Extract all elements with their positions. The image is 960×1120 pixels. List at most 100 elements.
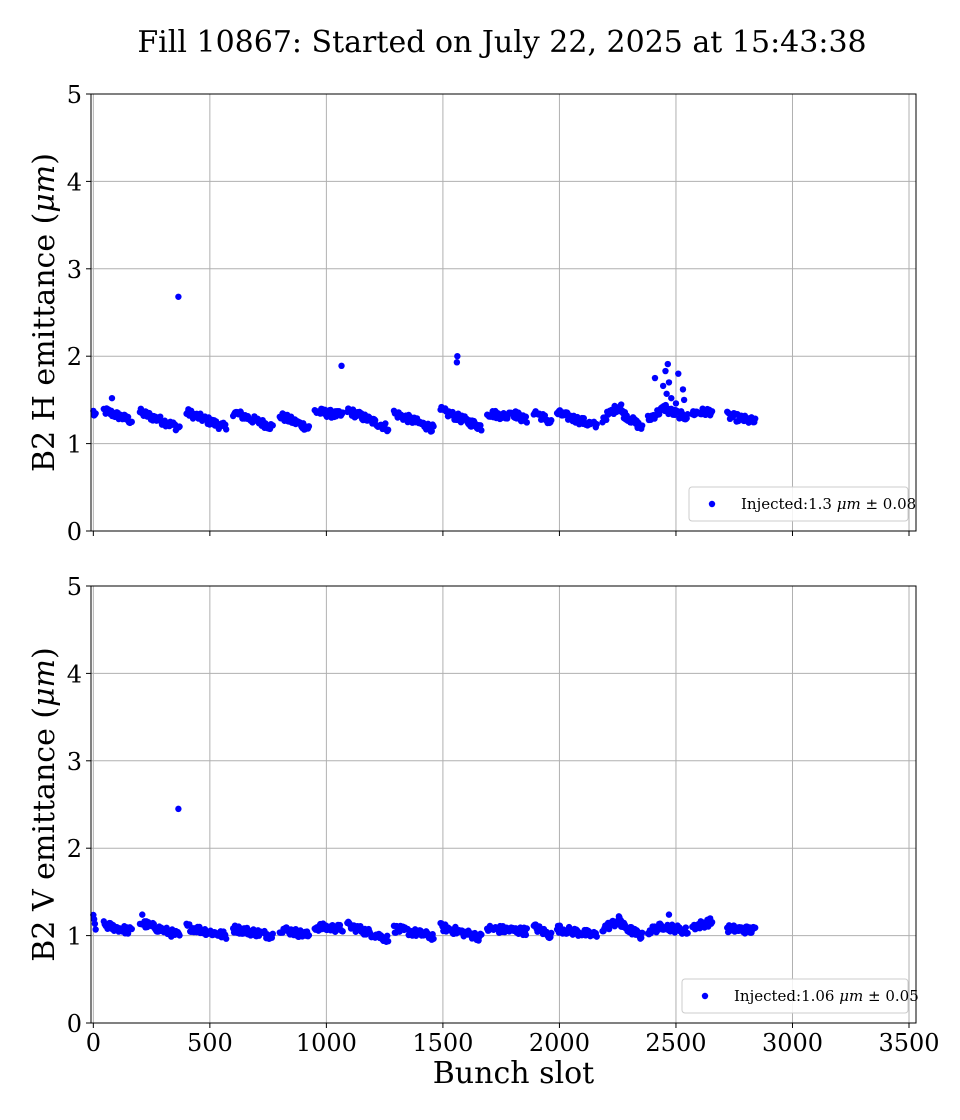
outlier-point	[651, 374, 659, 382]
data-point	[522, 931, 530, 939]
data-point	[305, 423, 313, 430]
data-point	[548, 929, 555, 937]
x-tick-label: 500	[187, 1029, 233, 1057]
data-point	[91, 920, 99, 927]
y-axis-label: B2 H emittance (μm)	[27, 153, 62, 472]
x-tick-label: 3000	[762, 1029, 823, 1057]
data-point	[124, 413, 132, 421]
axes-frame	[90, 93, 917, 532]
y-tick-label: 3	[67, 748, 82, 776]
data-point	[92, 410, 99, 417]
data-point	[638, 422, 646, 429]
data-point	[478, 931, 485, 938]
data-point	[92, 926, 99, 933]
legend-value: 1.3	[808, 495, 832, 513]
legend-plus-minus: ±	[863, 987, 880, 1005]
data-point	[176, 932, 183, 939]
data-point	[708, 408, 716, 415]
y-tick-label: 3	[67, 256, 82, 284]
legend-prefix: Injected:	[741, 495, 808, 513]
y-tick-label: 2	[67, 835, 82, 863]
outlier-point	[668, 394, 675, 402]
outlier-point	[663, 390, 670, 397]
data-point	[430, 935, 437, 942]
outlier-point	[664, 360, 672, 368]
legend-marker	[708, 500, 716, 508]
data-point	[682, 924, 689, 931]
outlier-point	[675, 370, 682, 377]
outlier-point	[139, 911, 146, 918]
legend-box	[681, 978, 909, 1014]
data-point	[384, 938, 392, 945]
data-point	[384, 932, 391, 939]
data-points	[90, 805, 759, 945]
x-tick-label: 1500	[412, 1029, 473, 1057]
data-point	[684, 411, 691, 418]
data-point	[603, 416, 610, 424]
data-point	[477, 422, 484, 429]
data-point	[548, 417, 555, 424]
data-point	[222, 935, 230, 942]
y-tick-label: 5	[67, 81, 82, 109]
data-point	[751, 415, 759, 422]
data-point	[593, 421, 600, 428]
data-point	[580, 415, 588, 422]
data-point	[523, 925, 531, 932]
outlier-point	[175, 293, 182, 300]
outlier-point	[615, 913, 623, 920]
data-point	[638, 934, 645, 941]
grid	[91, 586, 916, 1023]
data-point	[523, 419, 531, 426]
outlier-point	[659, 382, 667, 390]
data-point	[269, 930, 276, 937]
data-point	[751, 924, 759, 931]
y-tick-label: 0	[67, 1010, 82, 1038]
outlier-point	[175, 805, 182, 813]
legend-unit: μm	[832, 495, 861, 513]
data-point	[382, 420, 389, 427]
data-point	[305, 932, 313, 939]
y-tick-label: 1	[67, 431, 82, 459]
data-point	[684, 929, 691, 937]
outlier-point	[662, 367, 669, 375]
data-point	[478, 427, 485, 434]
data-point	[339, 928, 346, 935]
axes-frame	[90, 585, 917, 1024]
outlier-point	[453, 359, 461, 366]
legend-box	[688, 486, 909, 522]
data-point	[176, 423, 183, 430]
outlier-point	[338, 362, 345, 370]
legend-plus-minus: ±	[861, 495, 878, 513]
outlier-point	[108, 394, 116, 402]
legend-prefix: Injected:	[734, 987, 801, 1005]
legend-spread: 0.05	[881, 987, 919, 1005]
y-tick-label: 1	[67, 923, 82, 951]
y-axis-label-prefix: B2 V emittance (	[27, 707, 62, 962]
legend-marker	[701, 992, 709, 1000]
legend-text: Injected:1.3 μm ± 0.08	[741, 495, 916, 513]
y-axis-label-unit: μm	[27, 659, 62, 707]
data-point	[128, 418, 135, 426]
grid	[91, 94, 916, 531]
x-tick-label: 1000	[296, 1029, 357, 1057]
outlier-point	[680, 396, 688, 404]
x-tick-label: 2500	[645, 1029, 706, 1057]
y-axis-label: B2 V emittance (μm)	[27, 647, 62, 961]
legend: Injected:1.3 μm ± 0.08	[688, 486, 916, 522]
y-tick-label: 4	[67, 660, 82, 688]
data-point	[617, 401, 625, 408]
y-axis-label-suffix: )	[27, 647, 62, 659]
outlier-point	[672, 400, 680, 407]
legend-spread: 0.08	[878, 495, 916, 513]
panel-b2-v-emittance: 0 500 1000 1500 2000 2500 3000 3500 0 1 2 3 4 5 B2 V e…	[27, 573, 940, 1091]
outlier-point	[665, 911, 673, 918]
data-point	[430, 423, 437, 430]
data-point	[593, 933, 600, 940]
outlier-point	[665, 379, 673, 386]
y-tick-label: 5	[67, 573, 82, 601]
figure-title: Fill 10867: Started on July 22, 2025 at …	[137, 25, 866, 60]
x-tick-label: 0	[86, 1029, 101, 1057]
